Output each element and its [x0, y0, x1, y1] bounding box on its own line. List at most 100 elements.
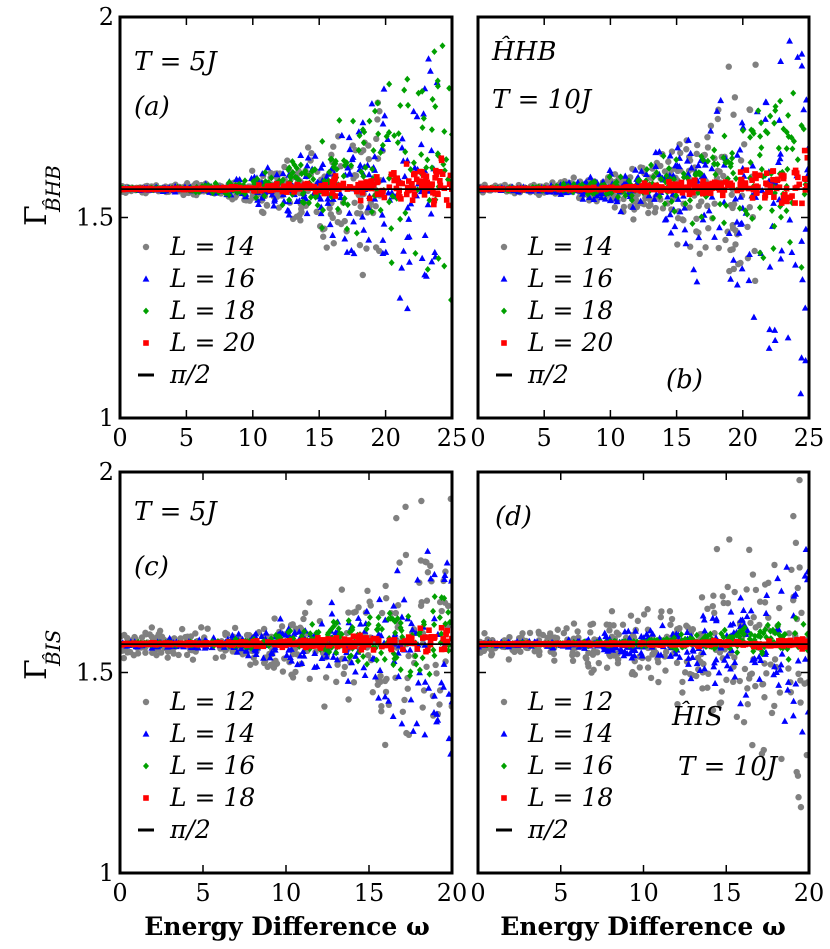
data-point	[687, 149, 694, 157]
data-point	[348, 659, 356, 666]
data-point	[392, 609, 399, 617]
legend: L = 14L = 16L = 18L = 20π/2	[496, 232, 613, 389]
data-point	[729, 678, 737, 686]
data-point	[306, 599, 313, 606]
data-point	[735, 229, 743, 236]
data-point	[423, 648, 429, 655]
data-point	[668, 198, 675, 205]
data-point	[743, 586, 750, 593]
data-point	[350, 249, 358, 257]
data-point	[349, 142, 357, 149]
data-point	[378, 211, 386, 218]
data-point	[794, 53, 802, 60]
data-point	[350, 639, 357, 646]
data-point	[409, 626, 416, 633]
x-tick-label: 0	[470, 424, 485, 452]
data-point	[391, 132, 398, 140]
data-point	[726, 536, 733, 543]
data-point	[226, 179, 233, 186]
data-point	[799, 200, 805, 207]
data-point	[705, 225, 712, 232]
data-point	[752, 61, 759, 68]
y-tick-label: 2	[99, 458, 114, 486]
data-point	[775, 681, 783, 688]
data-point	[307, 630, 314, 638]
data-point	[361, 635, 368, 641]
data-point	[798, 50, 806, 57]
data-point	[798, 354, 805, 361]
data-point	[798, 264, 805, 271]
data-point	[124, 634, 131, 642]
data-point	[803, 176, 809, 182]
data-point	[788, 134, 795, 141]
data-point	[236, 640, 243, 646]
data-point	[792, 614, 799, 622]
data-point	[632, 627, 639, 634]
data-point	[713, 545, 721, 553]
data-point	[397, 624, 404, 632]
data-point	[427, 210, 435, 217]
data-point	[427, 575, 435, 582]
data-point	[673, 156, 680, 164]
data-point	[693, 228, 700, 235]
data-point	[778, 650, 786, 657]
data-point	[388, 225, 395, 232]
data-point	[402, 148, 409, 156]
data-point	[797, 803, 805, 811]
data-point	[760, 254, 767, 262]
data-point	[711, 609, 718, 617]
data-point	[758, 165, 765, 173]
data-point	[704, 605, 711, 613]
data-point	[310, 175, 317, 183]
data-point	[423, 663, 430, 670]
data-point	[347, 644, 354, 650]
data-point	[658, 175, 665, 183]
data-point	[369, 165, 376, 173]
data-point	[794, 772, 802, 779]
data-point	[385, 697, 392, 704]
data-point	[235, 630, 243, 637]
data-point	[263, 201, 271, 209]
data-point	[531, 648, 538, 655]
data-point	[424, 266, 431, 273]
data-point	[560, 629, 568, 637]
data-point	[727, 608, 735, 615]
data-point	[311, 663, 318, 670]
data-point	[729, 154, 736, 162]
data-point	[295, 628, 303, 635]
data-point	[428, 126, 435, 134]
data-point	[751, 277, 759, 285]
data-point	[607, 652, 614, 660]
data-point	[766, 638, 772, 644]
data-point	[281, 183, 287, 189]
data-point	[254, 175, 261, 183]
data-point	[737, 157, 745, 164]
data-point	[148, 624, 156, 631]
data-point	[268, 174, 275, 182]
data-point	[308, 150, 315, 157]
data-point	[488, 650, 496, 658]
data-point	[771, 702, 778, 710]
data-point	[747, 159, 754, 166]
data-point	[283, 651, 291, 658]
data-point	[364, 587, 371, 595]
data-point	[432, 175, 438, 181]
data-point	[142, 649, 149, 656]
data-point	[713, 107, 721, 114]
data-point	[704, 157, 711, 165]
data-point	[424, 547, 432, 554]
data-point	[626, 649, 634, 656]
data-point	[737, 594, 745, 601]
data-point	[730, 256, 737, 263]
data-point	[425, 684, 433, 691]
data-point	[364, 651, 372, 659]
data-point	[386, 184, 393, 191]
data-point	[711, 233, 718, 240]
data-point	[331, 160, 338, 168]
data-point	[700, 156, 707, 164]
data-point	[587, 629, 594, 636]
data-point	[729, 149, 736, 157]
data-point	[420, 618, 427, 626]
data-point	[285, 211, 293, 218]
data-point	[587, 621, 594, 628]
